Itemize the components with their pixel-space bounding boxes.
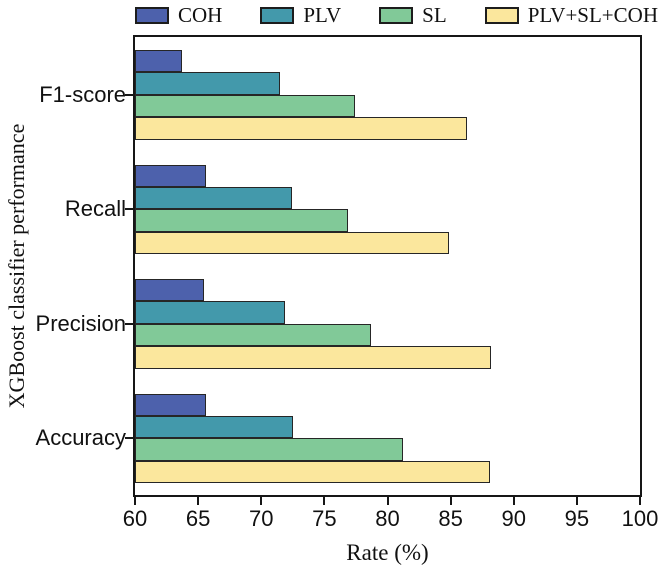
x-tick-label-80: 80 — [375, 506, 400, 531]
legend-swatch-plv — [260, 7, 295, 24]
x-axis-title: Rate (%) — [346, 540, 429, 565]
y-tick-f1-score — [125, 93, 135, 96]
bar-recall-sl — [135, 209, 349, 232]
category-label-recall: Recall — [64, 196, 126, 222]
bar-f1-score-sl — [135, 94, 355, 118]
legend-entry-sl: SL — [379, 3, 447, 28]
x-tick-label-100: 100 — [621, 506, 659, 531]
legend-swatch-sl — [379, 7, 414, 24]
x-tick-label-70: 70 — [249, 506, 274, 531]
x-tick-65 — [197, 495, 200, 505]
x-tick-70 — [260, 495, 263, 505]
bar-f1-score-coh — [135, 50, 182, 73]
bar-recall-plv — [135, 186, 292, 210]
x-tick-85 — [449, 495, 452, 505]
legend-entry-coh: COH — [135, 3, 222, 28]
bar-accuracy-sl — [135, 438, 403, 461]
legend-swatch-plv-sl-coh — [484, 7, 519, 24]
y-tick-precision — [125, 322, 135, 325]
category-label-accuracy: Accuracy — [35, 425, 126, 451]
bar-precision-plv-sl-coh — [135, 346, 492, 369]
x-tick-90 — [512, 495, 515, 505]
bar-precision-coh — [135, 279, 205, 302]
y-axis-title: XGBoost classifier performance — [4, 123, 29, 409]
bar-f1-score-plv-sl-coh — [135, 117, 468, 140]
x-tick-60 — [134, 495, 136, 505]
bar-accuracy-plv-sl-coh — [135, 460, 490, 484]
legend-entry-plv: PLV — [260, 3, 341, 28]
x-tick-label-85: 85 — [438, 506, 463, 531]
bar-recall-coh — [135, 164, 206, 187]
x-tick-label-95: 95 — [564, 506, 590, 531]
y-tick-accuracy — [125, 437, 135, 440]
bar-recall-plv-sl-coh — [135, 231, 450, 255]
legend-label: PLV — [303, 3, 342, 27]
bar-precision-plv — [135, 301, 286, 324]
legend-label: COH — [178, 3, 223, 27]
bar-accuracy-plv — [135, 415, 293, 439]
x-tick-75 — [323, 495, 326, 505]
x-tick-100 — [639, 495, 641, 505]
legend-entry-plv-sl-coh: PLV+SL+COH — [484, 3, 658, 28]
x-tick-label-65: 65 — [185, 506, 211, 531]
x-tick-label-90: 90 — [501, 506, 526, 531]
category-label-precision: Precision — [35, 310, 126, 336]
x-tick-label-60: 60 — [122, 506, 148, 531]
legend-label: SL — [422, 3, 447, 27]
x-tick-80 — [386, 495, 389, 505]
legend-label: PLV+SL+COH — [527, 3, 658, 27]
bar-precision-sl — [135, 323, 372, 347]
legend: COH PLV SL PLV+SL+COH — [135, 3, 658, 28]
x-tick-label-75: 75 — [312, 506, 337, 531]
y-tick-recall — [125, 208, 135, 211]
bar-f1-score-plv — [135, 72, 281, 95]
plot-area — [133, 35, 642, 497]
x-tick-95 — [575, 495, 578, 505]
category-label-f1-score: F1-score — [39, 81, 126, 107]
bar-accuracy-coh — [135, 393, 206, 416]
legend-swatch-coh — [135, 7, 169, 24]
